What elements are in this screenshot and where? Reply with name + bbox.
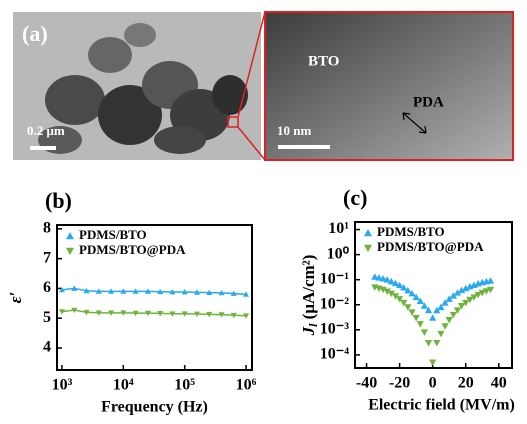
- x-axis-label: Electric field (MV/m): [368, 397, 515, 414]
- panel-label: (b): [45, 188, 72, 213]
- data-point: [425, 340, 432, 346]
- legend-marker: [66, 248, 74, 255]
- figure: (a) 0.2 μm BTO PDA 10 nm (b) 10³ 10⁴ 10⁵ 10⁶…: [0, 0, 527, 424]
- y-tick-label: 10⁰: [327, 245, 350, 262]
- x-tick-label: 40: [491, 375, 507, 392]
- y-axis-label-main: J: [299, 326, 318, 336]
- x-tick-label: 10³: [52, 377, 73, 394]
- region-label: PDA: [413, 94, 444, 110]
- y-tick-label: 7: [43, 249, 51, 266]
- data-point: [429, 360, 436, 366]
- y-axis-label-unit: (μA/cm²): [299, 255, 318, 324]
- region-label: BTO: [308, 53, 339, 69]
- x-tick-label: -20: [389, 375, 410, 392]
- legend-marker: [66, 232, 74, 239]
- legend-marker: [364, 245, 372, 252]
- x-tick-label: 10⁶: [236, 377, 257, 394]
- panel-a: (a) 0.2 μm BTO PDA 10 nm: [13, 12, 513, 160]
- legend-label: PDMS/BTO: [79, 227, 147, 242]
- x-tick-label: 10⁴: [113, 377, 134, 394]
- scale-label: 10 nm: [277, 123, 311, 138]
- y-axis-label: ε′: [6, 292, 25, 304]
- data-point: [441, 323, 448, 329]
- chart: (c) -40 -20 0 20 40 10¹ 10⁰ 10⁻¹ 10⁻² 10⁻³ 10⁻⁴ Elec…: [299, 185, 515, 414]
- scale-label: 0.2 μm: [27, 123, 65, 138]
- data-point: [413, 315, 420, 321]
- data-point: [421, 329, 428, 335]
- y-tick-label: 10⁻⁴: [320, 346, 349, 363]
- y-tick-label: 4: [43, 339, 51, 356]
- x-tick-label: 10⁵: [174, 377, 195, 394]
- data-point: [446, 317, 453, 323]
- y-tick-label: 10¹: [328, 220, 349, 237]
- x-axis-label: Frequency (Hz): [101, 399, 208, 416]
- panel-label: (a): [22, 21, 48, 46]
- y-tick-label: 5: [43, 309, 51, 326]
- y-tick-label: 6: [43, 279, 51, 296]
- legend-marker: [364, 229, 372, 236]
- scale-bar: [278, 145, 330, 149]
- data-point: [408, 309, 415, 315]
- y-tick-label: 10⁻³: [320, 320, 349, 337]
- data-point: [437, 331, 444, 337]
- legend-label: PDMS/BTO@PDA: [377, 239, 484, 254]
- data-point: [433, 340, 440, 346]
- data-point: [487, 277, 494, 283]
- x-tick-label: 20: [458, 375, 474, 392]
- panel-label: (c): [343, 185, 367, 210]
- series-line: [62, 288, 246, 294]
- x-tick-label: -40: [356, 375, 377, 392]
- x-tick-label: 0: [429, 375, 437, 392]
- data-point: [417, 321, 424, 327]
- chart: (b) 10³ 10⁴ 10⁵ 10⁶ 4 5 6 7 8 Frequency (Hz) ε′ PDMS…: [6, 188, 257, 416]
- y-tick-label: 10⁻¹: [320, 270, 349, 287]
- data-point: [429, 314, 436, 320]
- scale-bar: [30, 146, 56, 150]
- y-axis-label: Jl (μA/cm²): [299, 255, 320, 337]
- legend-label: PDMS/BTO@PDA: [79, 242, 186, 257]
- series-line: [62, 310, 246, 316]
- legend-label: PDMS/BTO: [377, 224, 445, 239]
- y-tick-label: 8: [43, 220, 51, 237]
- y-tick-label: 10⁻²: [320, 295, 349, 312]
